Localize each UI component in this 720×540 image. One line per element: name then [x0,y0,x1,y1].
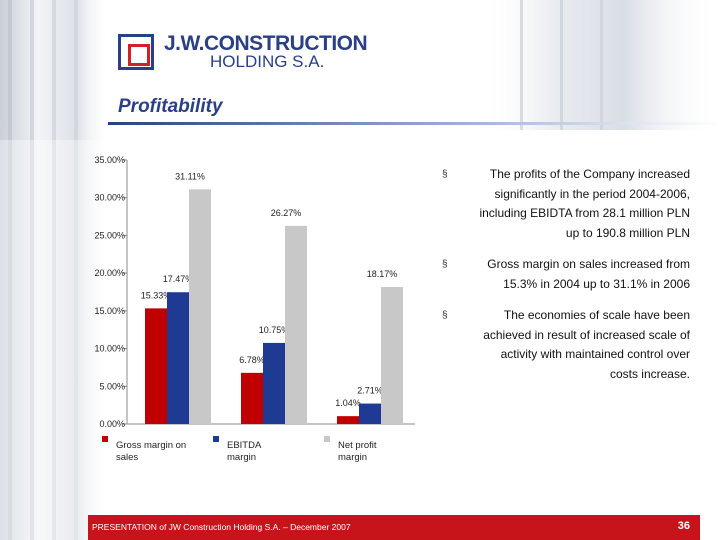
footer-bar: PRESENTATION of JW Construction Holding … [88,515,700,540]
footer-text: PRESENTATION of JW Construction Holding … [92,522,351,532]
y-tick-label: 30.00% [94,193,125,203]
bar-value-label: 1.04% [335,398,361,408]
y-tick-label: 35.00% [94,155,125,165]
page-number: 36 [677,520,690,532]
page-title: Profitability [118,96,223,117]
bar-value-label: 15.33% [141,290,172,300]
bar-value-label: 2.71% [357,386,383,396]
bar [381,286,403,424]
category-label: EBITDA margin [227,440,262,463]
bullet-icon: § [442,310,448,321]
bullet-item: § The economies of scale have been achie… [440,306,690,384]
bullet-text: The profits of the Company increased sig… [479,167,690,240]
bar-value-label: 31.11% [175,171,205,181]
y-tick-label: 25.00% [94,230,125,240]
bar [241,372,263,424]
bar-value-label: 10.75% [259,325,290,335]
logo-line2: HOLDING S.A. [210,52,325,71]
bar [145,308,167,424]
logo-mark [118,34,154,70]
y-tick-label: 0.00% [99,419,125,429]
bar [167,292,189,424]
profitability-chart: 0.00% 5.00% 10.00% 15.00% 20.00% 25.00% 30.00%… [94,155,415,463]
y-tick-label: 5.00% [99,381,125,391]
bar-value-label: 6.78% [239,355,265,365]
legend-swatch [213,436,219,442]
y-tick-label: 20.00% [94,268,125,278]
bar-value-label: 17.47% [163,274,194,284]
bar [285,225,307,424]
category-label: Gross margin on sales [116,440,186,463]
bullet-icon: § [442,259,448,270]
bar-value-label: 26.27% [271,208,302,218]
bar [263,342,285,424]
bar-value-label: 18.17% [367,269,398,279]
bar [337,416,359,424]
legend-swatch [324,436,330,442]
bullet-item: § Gross margin on sales increased from 1… [440,255,690,294]
legend-swatch [102,436,108,442]
bullet-icon: § [442,169,448,180]
bar [189,189,211,424]
bullet-text: The economies of scale have been achieve… [483,308,690,381]
bar [359,403,381,424]
title-underline [108,122,720,125]
category-label: Net profit margin [338,440,377,463]
bullet-list: § The profits of the Company increased s… [440,165,690,396]
y-tick-label: 10.00% [94,344,125,354]
bullet-text: Gross margin on sales increased from 15.… [487,257,690,291]
logo-line1: J.W.CONSTRUCTION [164,32,368,55]
y-tick-label: 15.00% [94,306,125,316]
bullet-item: § The profits of the Company increased s… [440,165,690,243]
